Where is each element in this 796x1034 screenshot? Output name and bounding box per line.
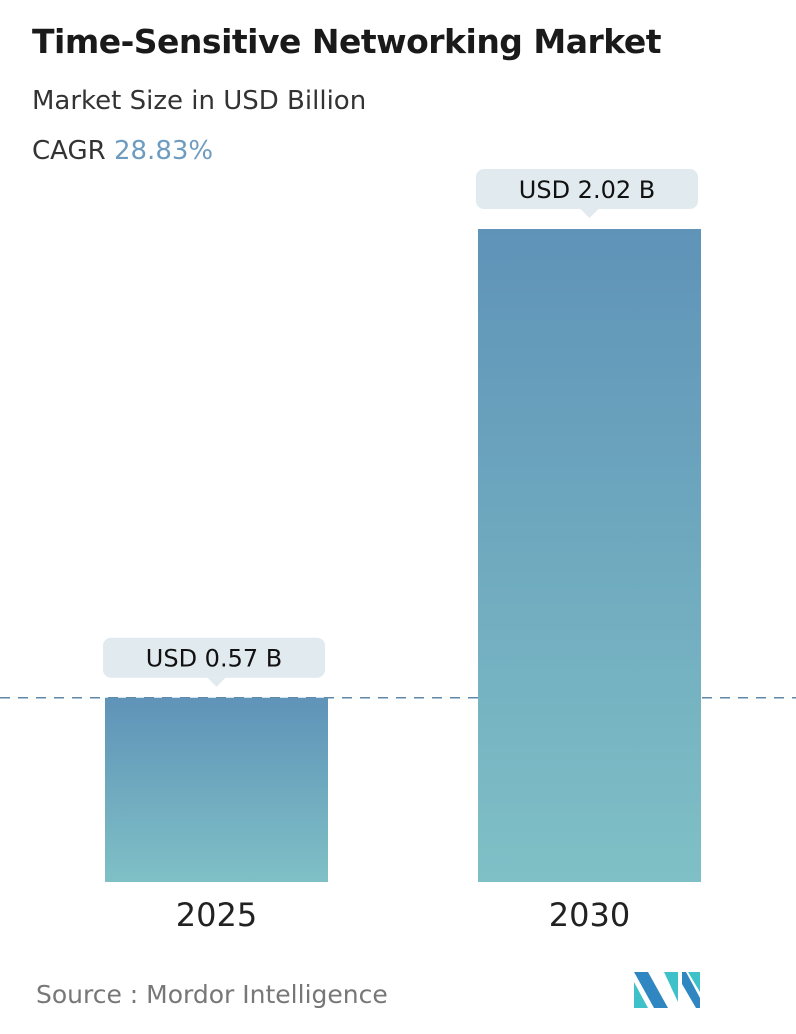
data-label-pointer [207, 677, 226, 687]
data-label-pointer [580, 209, 599, 218]
source-text: Source : Mordor Intelligence [36, 980, 388, 1009]
cagr: CAGR 28.83% [32, 136, 213, 166]
data-label: USD 2.02 B [519, 176, 655, 204]
chart-title: Time-Sensitive Networking Market [32, 22, 662, 61]
data-label-box [476, 169, 698, 209]
cagr-label: CAGR [32, 136, 106, 166]
data-label-box [103, 637, 325, 678]
data-label: USD 0.57 B [146, 645, 282, 673]
bar-2025 [105, 697, 328, 882]
x-tick-label: 2025 [176, 896, 257, 934]
cagr-value: 28.83% [113, 136, 214, 166]
bar-2030 [478, 229, 701, 882]
bar-chart: USD 0.57 B 2025 USD 2.02 B 2030 [0, 169, 796, 934]
x-tick-label: 2030 [549, 896, 630, 934]
chart-subtitle: Market Size in USD Billion [32, 86, 367, 116]
mordor-logo [634, 972, 700, 1008]
